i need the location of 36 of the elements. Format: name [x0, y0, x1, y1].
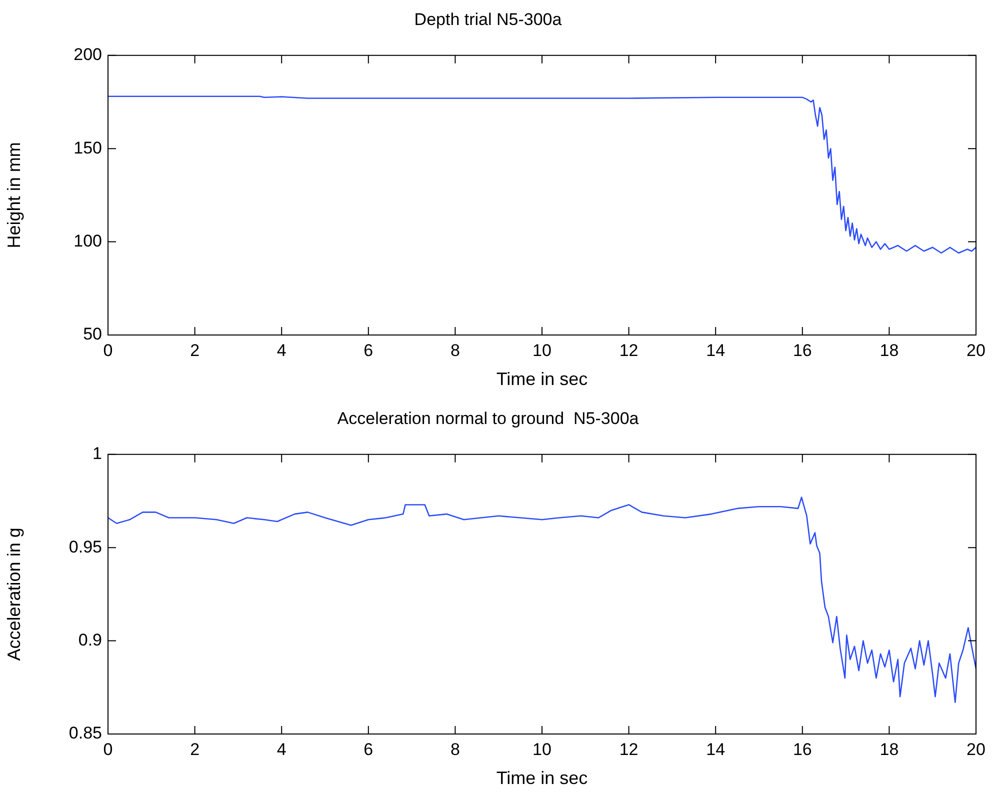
x-tick-label: 6 [364, 340, 374, 360]
x-tick-label: 20 [966, 740, 986, 759]
x-tick-label: 16 [792, 740, 812, 759]
x-tick-label: 16 [792, 340, 812, 360]
x-tick-label: 6 [364, 740, 374, 759]
x-tick-label: 20 [966, 340, 986, 360]
x-tick-label: 0 [103, 340, 113, 360]
x-tick-label: 0 [103, 740, 113, 759]
y-tick-label: 0.95 [68, 537, 102, 556]
x-tick-label: 18 [880, 740, 899, 759]
x-tick-label: 10 [532, 340, 552, 360]
y-axis-title: Height in mm [4, 142, 24, 248]
x-tick-label: 14 [706, 740, 726, 759]
y-tick-label: 0.9 [78, 630, 102, 650]
y-tick-label: 100 [74, 231, 102, 250]
y-tick-label: 200 [74, 45, 102, 64]
y-tick-label: 1 [92, 444, 102, 464]
x-tick-label: 12 [619, 740, 638, 759]
x-tick-label: 18 [880, 340, 899, 360]
chart-title: Acceleration normal to ground N5-300a [337, 408, 640, 428]
chart-title: Depth trial N5-300a [414, 10, 562, 29]
x-axis-title: Time in sec [496, 768, 588, 788]
x-tick-label: 8 [450, 740, 460, 759]
x-axis-title: Time in sec [496, 369, 588, 390]
x-tick-label: 2 [190, 740, 200, 759]
y-tick-label: 0.85 [68, 724, 102, 743]
y-axis-title: Acceleration in g [4, 528, 24, 661]
y-tick-label: 50 [83, 324, 102, 344]
x-tick-label: 10 [532, 740, 552, 759]
x-tick-label: 4 [276, 740, 286, 759]
x-tick-label: 14 [706, 340, 726, 360]
x-tick-label: 4 [276, 340, 286, 360]
x-tick-label: 8 [450, 340, 460, 360]
x-tick-label: 12 [619, 340, 638, 360]
y-tick-label: 150 [74, 138, 102, 158]
x-tick-label: 2 [190, 340, 200, 360]
